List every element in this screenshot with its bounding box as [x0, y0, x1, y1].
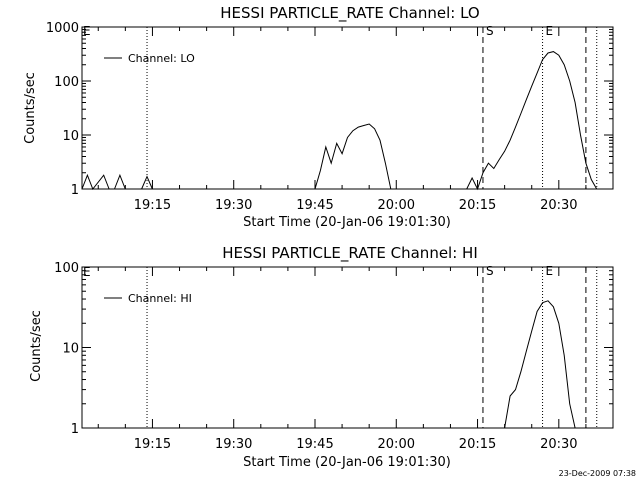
x-tick-label-hi: 20:00 — [378, 437, 415, 452]
y-tick-label-lo: 10 — [62, 129, 79, 144]
panel-lo: HESSI PARTICLE_RATE Channel: LO Counts/s… — [23, 4, 614, 230]
x-tick-label-hi: 20:30 — [540, 437, 577, 452]
x-tick-label-lo: 19:45 — [296, 198, 333, 213]
x-axis-label-lo: Start Time (20-Jan-06 19:01:30) — [243, 215, 451, 230]
x-tick-label-hi: 19:30 — [215, 437, 252, 452]
legend-label-lo: Channel: LO — [128, 52, 195, 65]
legend-hi: Channel: HI — [104, 292, 192, 305]
y-tick-label-hi: 1 — [71, 422, 79, 437]
corner-label-hi: E — [83, 265, 91, 279]
series-line-lo — [141, 175, 153, 190]
marker-label-hi: S — [486, 264, 494, 278]
x-tick-label-hi: 20:15 — [459, 437, 496, 452]
plot-frame-lo — [81, 26, 614, 190]
x-tick-label-lo: 19:15 — [134, 198, 171, 213]
y-tick-label-hi: 100 — [54, 261, 79, 276]
series-line-lo — [314, 123, 392, 190]
x-tick-label-hi: 19:45 — [296, 437, 333, 452]
chart-title-lo: HESSI PARTICLE_RATE Channel: LO — [220, 4, 479, 23]
y-tick-label-lo: 100 — [54, 75, 79, 90]
corner-label-lo: E — [83, 24, 91, 38]
legend-label-hi: Channel: HI — [128, 292, 192, 305]
legend-lo: Channel: LO — [104, 52, 195, 65]
y-axis-label-lo: Counts/sec — [23, 72, 38, 144]
marker-label-lo: E — [546, 24, 554, 38]
x-axis-label-hi: Start Time (20-Jan-06 19:01:30) — [243, 455, 451, 470]
y-tick-label-lo: 1000 — [46, 21, 79, 36]
series-line-lo — [466, 51, 598, 191]
x-tick-label-lo: 19:30 — [215, 198, 252, 213]
marker-label-hi: E — [546, 264, 554, 278]
series-line-lo — [114, 173, 126, 190]
chart-title-hi: HESSI PARTICLE_RATE Channel: HI — [222, 244, 478, 263]
y-axis-label-hi: Counts/sec — [29, 310, 44, 382]
marker-label-lo: S — [486, 24, 494, 38]
x-tick-label-hi: 19:15 — [134, 437, 171, 452]
y-tick-label-hi: 10 — [62, 342, 79, 357]
x-tick-label-lo: 20:30 — [540, 198, 577, 213]
timestamp: 23-Dec-2009 07:38 — [559, 469, 636, 478]
x-tick-label-lo: 20:15 — [459, 198, 496, 213]
panel-hi: HESSI PARTICLE_RATE Channel: HI Counts/s… — [29, 244, 614, 470]
series-line-lo — [81, 173, 110, 190]
series-line-hi — [504, 300, 576, 429]
y-tick-label-lo: 1 — [71, 183, 79, 198]
x-tick-label-lo: 20:00 — [378, 198, 415, 213]
